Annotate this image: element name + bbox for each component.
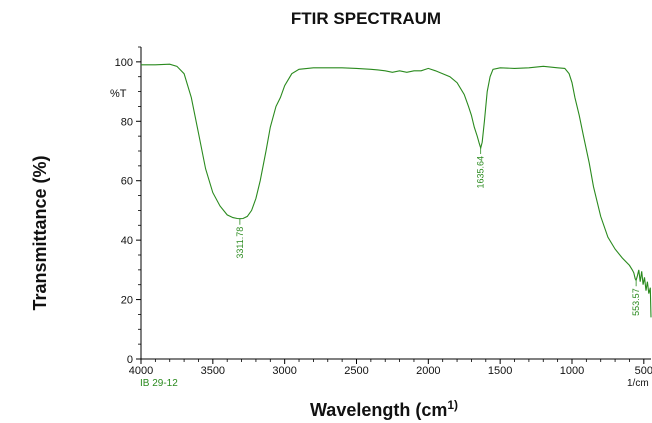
- x-tick-label-6: 1000: [560, 365, 584, 377]
- peak-label-2: 553.57: [631, 288, 641, 316]
- x-tick-label-7: 500: [635, 365, 652, 377]
- x-tick-label-3: 2500: [344, 365, 368, 377]
- peak-label-0: 3311.78: [235, 227, 245, 259]
- x-axis-label-superscript: 1): [447, 398, 458, 412]
- peak-annotation-1: 1635.64: [476, 148, 486, 189]
- peak-annotation-0: 3311.78: [235, 218, 245, 259]
- spectrum-line: [141, 63, 652, 318]
- x-axis-label: Wavelength (cm1): [310, 398, 458, 420]
- y-tick-label-3: 60: [121, 176, 133, 188]
- x-tick-label-1: 3500: [201, 365, 225, 377]
- peak-label-1: 1635.64: [476, 156, 486, 189]
- y-axis-label: Transmittance (%): [30, 155, 50, 310]
- x-unit-label: 1/cm: [627, 378, 649, 389]
- y-ticks: 0 20 40 60 80 100: [115, 46, 141, 366]
- x-tick-label-4: 2000: [416, 365, 440, 377]
- x-axis-label-text: Wavelength (cm: [310, 400, 447, 420]
- y-tick-label-0: 0: [127, 354, 133, 366]
- y-tick-label-5: 100: [115, 57, 133, 69]
- peak-annotations: 3311.78 1635.64 553.57: [235, 148, 641, 316]
- peak-annotation-2: 553.57: [631, 280, 641, 316]
- x-tick-label-2: 3000: [272, 365, 296, 377]
- y-tick-label-2: 40: [121, 235, 133, 247]
- x-ticks: 4000 3500 3000 2500 2000 1500 1000 500: [129, 359, 652, 377]
- y-unit-label: %T: [110, 88, 127, 100]
- sample-label: IB 29-12: [140, 378, 178, 389]
- x-tick-label-5: 1500: [488, 365, 512, 377]
- y-tick-label-1: 20: [121, 295, 133, 307]
- chart-title: FTIR SPECTRAUM: [291, 9, 441, 28]
- y-tick-label-4: 80: [121, 116, 133, 128]
- axes: [140, 47, 651, 360]
- x-tick-label-0: 4000: [129, 365, 153, 377]
